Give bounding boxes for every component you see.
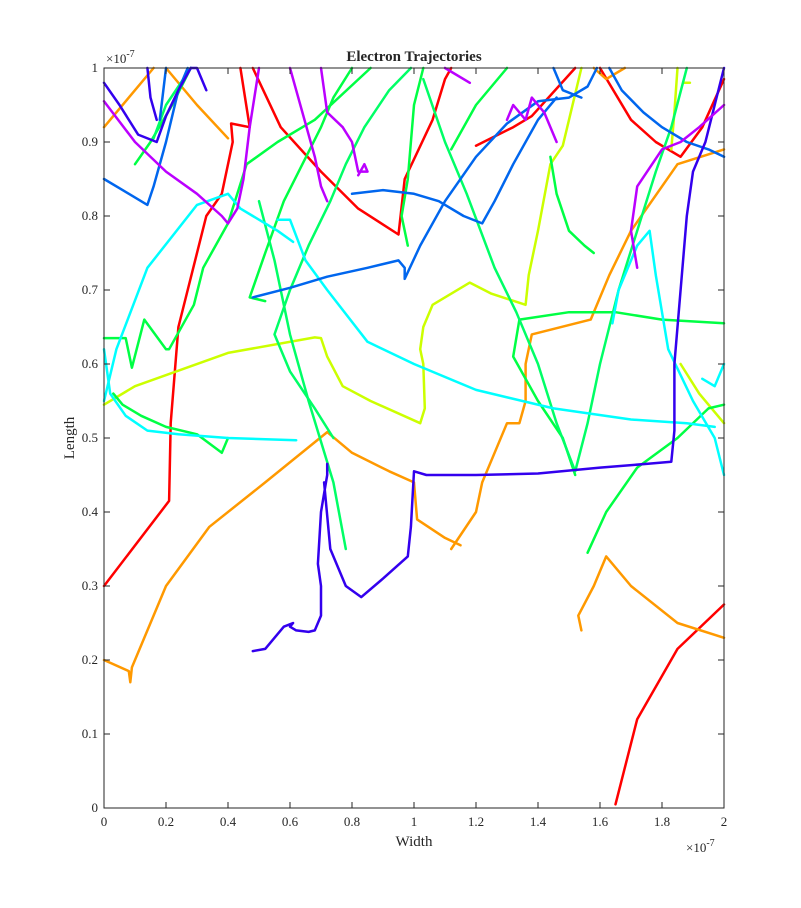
trajectory-line-23	[549, 155, 596, 255]
y-tick-label: 0.4	[82, 504, 99, 519]
trajectory-line-9	[102, 66, 155, 129]
trajectory-line-11	[592, 66, 627, 81]
axes-layer: 0 0.2 0.4 0.6 0.8 1 1.2 1.4 1.6 1.8 2 0 0.1 0.2 0.3 0.4…	[82, 60, 728, 829]
trajectory-line-26	[273, 66, 413, 440]
trajectory-line-50	[505, 96, 558, 144]
trajectory-line-31	[276, 218, 716, 429]
trajectory-line-39	[552, 66, 583, 99]
trajectory-line-37	[158, 66, 168, 122]
trajectory-line-38	[608, 66, 726, 159]
x-tick-label: 1.2	[468, 814, 484, 829]
trajectory-line-7	[449, 148, 726, 551]
trajectory-line-10	[164, 66, 230, 140]
y-tick-label: 0	[92, 800, 99, 815]
x-tick-label: 0.2	[158, 814, 174, 829]
trajectory-line-5	[598, 66, 726, 159]
x-tick-label: 2	[721, 814, 728, 829]
y-tick-label: 0.5	[82, 430, 98, 445]
trajectory-line-18	[248, 66, 354, 303]
trajectory-line-36	[350, 96, 558, 225]
y-tick-label: 1	[92, 60, 99, 75]
trajectory-line-35	[251, 66, 599, 299]
x-tick-label: 1	[411, 814, 418, 829]
trajectory-line-1	[102, 66, 251, 588]
trajectory-line-16	[102, 66, 372, 369]
y-axis-label: Length	[62, 416, 78, 459]
trajectory-line-12	[102, 66, 583, 425]
trajectory-line-30	[102, 347, 298, 442]
trajectory-line-17	[112, 392, 230, 455]
plot-area	[104, 68, 724, 808]
trajectory-line-40	[251, 462, 329, 653]
trajectory-line-42	[102, 66, 193, 144]
y-tick-label: 0.8	[82, 208, 98, 223]
trajectory-line-47	[319, 66, 369, 177]
x-tick-label: 1.8	[654, 814, 670, 829]
trajectory-series-layer	[102, 66, 726, 806]
trajectory-line-49	[629, 103, 726, 270]
trajectory-line-48	[443, 66, 472, 85]
trajectory-line-6	[102, 430, 462, 684]
trajectory-line-20	[449, 66, 509, 151]
chart-title: Electron Trajectories	[346, 49, 482, 65]
trajectory-line-3	[251, 66, 453, 236]
trajectory-line-27	[422, 66, 689, 473]
trajectory-line-19	[400, 66, 425, 247]
y-tick-label: 0.3	[82, 578, 98, 593]
y-axis-exponent-multiplier: ×10-7	[106, 49, 135, 66]
y-tick-label: 0.6	[82, 356, 99, 371]
x-tick-label: 0.4	[220, 814, 237, 829]
trajectory-line-41	[322, 66, 726, 599]
trajectory-line-2	[614, 603, 726, 806]
trajectory-line-43	[146, 66, 158, 122]
x-axis-exponent-multiplier: ×10-7	[686, 838, 715, 855]
x-tick-label: 1.6	[592, 814, 609, 829]
y-tick-label: 0.7	[82, 282, 99, 297]
y-tick-label: 0.2	[82, 652, 98, 667]
x-tick-label: 0.6	[282, 814, 299, 829]
x-axis-label: Width	[396, 834, 433, 850]
y-tick-label: 0.9	[82, 134, 98, 149]
trajectory-line-45	[102, 66, 261, 225]
trajectory-line-32	[611, 229, 726, 477]
trajectory-line-46	[288, 66, 329, 203]
trajectory-line-22	[586, 403, 726, 554]
trajectory-line-29	[102, 192, 295, 403]
trajectory-line-15	[679, 362, 726, 425]
y-tick-label: 0.1	[82, 726, 98, 741]
x-tick-label: 1.4	[530, 814, 547, 829]
trajectory-line-33	[701, 362, 726, 388]
x-tick-label: 0.8	[344, 814, 360, 829]
x-tick-label: 0	[101, 814, 108, 829]
trajectory-line-8	[577, 555, 726, 640]
trajectory-line-28	[257, 199, 348, 551]
